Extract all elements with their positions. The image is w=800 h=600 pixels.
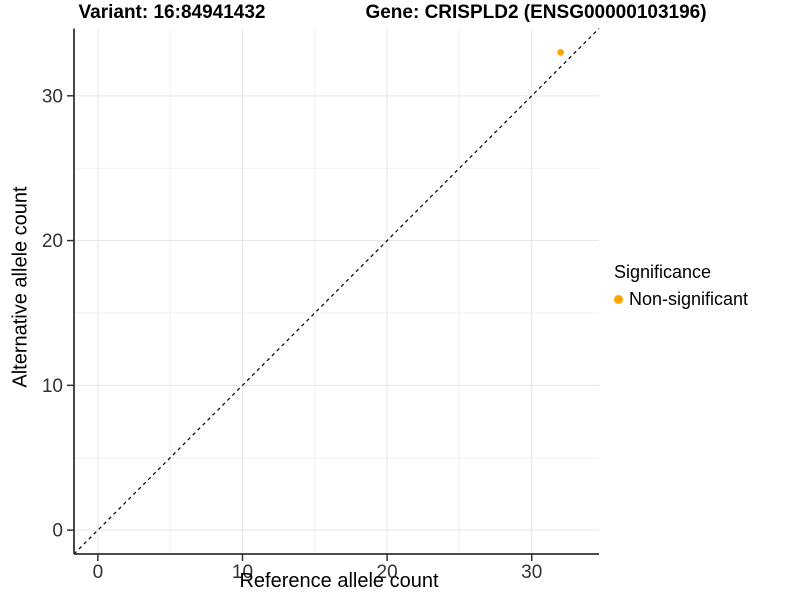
y-axis-title: Alternative allele count <box>9 186 32 388</box>
legend-item: Non-significant <box>614 289 748 310</box>
legend-key-dot-icon <box>614 295 623 304</box>
x-tick-label: 10 <box>232 562 253 583</box>
plot-title-gene: Gene: CRISPLD2 (ENSG00000103196) <box>365 2 707 23</box>
y-tick-label: 20 <box>42 231 63 252</box>
x-tick-label: 20 <box>377 562 398 583</box>
legend-title: Significance <box>614 262 712 282</box>
plot-title-variant: Variant: 16:84941432 <box>78 2 266 23</box>
y-tick-label: 30 <box>42 86 63 107</box>
identity-reference-line <box>73 28 600 555</box>
data-point <box>557 48 565 56</box>
x-tick-label: 30 <box>521 562 542 583</box>
x-axis-title: Reference allele count <box>239 570 439 592</box>
x-tick-label: 0 <box>93 562 104 583</box>
y-tick-label: 0 <box>52 521 63 542</box>
y-tick-label: 10 <box>42 376 63 397</box>
legend-item-label: Non-significant <box>629 289 749 309</box>
legend: Significance Non-significant <box>614 262 748 310</box>
